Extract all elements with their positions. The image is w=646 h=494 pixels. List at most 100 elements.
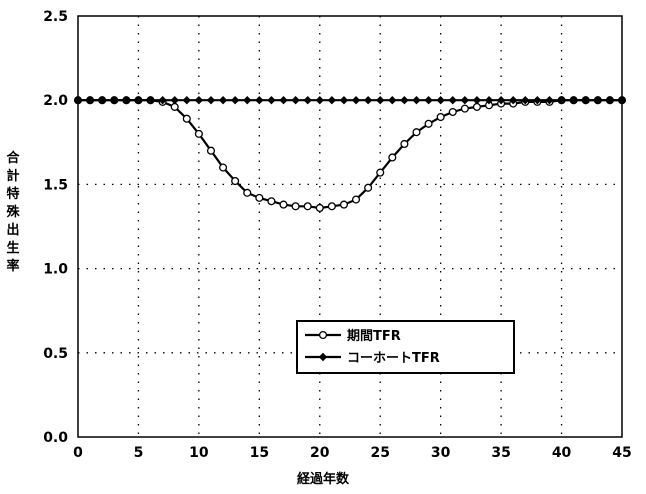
x-tick-label: 10 — [189, 445, 209, 461]
data-point — [279, 96, 288, 105]
data-point — [460, 104, 469, 113]
data-point — [496, 96, 506, 105]
data-point — [533, 96, 542, 105]
data-point — [291, 202, 300, 211]
data-point — [557, 96, 566, 105]
data-point — [170, 102, 179, 111]
y-tick-label: 1.5 — [43, 177, 68, 193]
data-point — [424, 119, 433, 128]
legend-box — [296, 320, 515, 374]
data-point — [339, 200, 349, 209]
x-tick-label: 40 — [552, 445, 572, 461]
data-point — [436, 112, 445, 122]
x-tick-label: 5 — [134, 445, 144, 461]
data-point — [182, 114, 191, 123]
data-point — [448, 107, 457, 117]
data-point — [315, 96, 324, 105]
data-point — [351, 195, 361, 204]
data-point — [122, 96, 131, 105]
data-point — [412, 96, 421, 105]
data-point — [243, 96, 252, 105]
data-point — [400, 96, 409, 105]
data-point — [255, 193, 264, 202]
data-point — [327, 96, 337, 105]
data-point — [206, 146, 216, 155]
data-point — [146, 96, 155, 105]
x-axis-label: 経過年数 — [296, 472, 349, 487]
data-point — [339, 96, 349, 105]
data-point — [303, 202, 312, 211]
data-point — [255, 96, 264, 105]
series-layer — [73, 96, 627, 213]
data-point — [230, 96, 240, 105]
legend-label: 期間TFR — [347, 329, 401, 344]
data-point — [593, 96, 603, 105]
data-point — [315, 203, 324, 213]
x-tick-label: 15 — [250, 445, 269, 461]
data-point — [303, 96, 312, 105]
data-point — [231, 176, 240, 186]
tick-labels: 0.0 0.5 1.0 1.5 2.0 2.5 0 5 10 15 20 25 30 35 40 45 — [43, 9, 632, 461]
data-point — [134, 96, 143, 105]
data-point — [218, 96, 228, 105]
y-axis-label: 合計特殊出生率 — [6, 151, 20, 274]
data-point — [400, 139, 409, 149]
data-point — [605, 96, 615, 105]
data-point — [327, 202, 336, 211]
series-0 — [73, 96, 627, 213]
data-point — [412, 128, 421, 137]
data-point — [460, 96, 470, 105]
data-point — [243, 188, 252, 197]
data-point — [219, 163, 228, 172]
y-tick-label: 0.0 — [43, 430, 68, 446]
data-point — [158, 96, 167, 105]
data-point — [448, 96, 457, 105]
legend-marker — [318, 330, 328, 340]
data-point — [351, 96, 361, 105]
data-point — [267, 96, 276, 105]
x-tick-label: 20 — [310, 445, 330, 461]
x-tick-label: 0 — [73, 445, 83, 461]
data-point — [388, 96, 397, 105]
legend: 期間TFR コーホートTFR — [296, 320, 515, 374]
y-tick-label: 0.5 — [43, 346, 68, 362]
data-point — [279, 200, 288, 209]
data-point — [545, 96, 554, 105]
data-point — [97, 96, 107, 105]
plot-frame — [77, 15, 623, 438]
legend-marker — [318, 352, 328, 362]
data-point — [194, 129, 203, 138]
data-point — [472, 96, 482, 105]
legend-label: コーホートTFR — [347, 351, 440, 366]
x-tick-label: 45 — [612, 445, 631, 461]
data-point — [388, 153, 397, 162]
data-point — [569, 96, 578, 105]
data-point — [436, 96, 445, 105]
data-point — [509, 96, 518, 105]
data-point — [376, 96, 385, 105]
data-point — [206, 96, 216, 105]
data-point — [170, 96, 179, 105]
data-point — [182, 96, 191, 105]
data-point — [291, 96, 300, 105]
x-tick-label: 30 — [431, 445, 451, 461]
series-1 — [73, 96, 627, 105]
y-tick-label: 2.5 — [43, 9, 68, 25]
series-line — [78, 99, 622, 210]
data-point — [364, 183, 373, 192]
y-tick-label: 2.0 — [43, 93, 68, 109]
x-tick-label: 35 — [491, 445, 510, 461]
data-point — [194, 96, 204, 105]
data-point — [110, 96, 119, 105]
data-point — [484, 96, 494, 105]
data-point — [363, 96, 373, 105]
data-point — [376, 168, 385, 177]
data-point — [424, 96, 433, 105]
data-point — [472, 102, 481, 111]
data-point — [85, 96, 95, 105]
x-tick-label: 25 — [370, 445, 389, 461]
data-point — [521, 96, 530, 105]
data-point — [581, 96, 590, 105]
